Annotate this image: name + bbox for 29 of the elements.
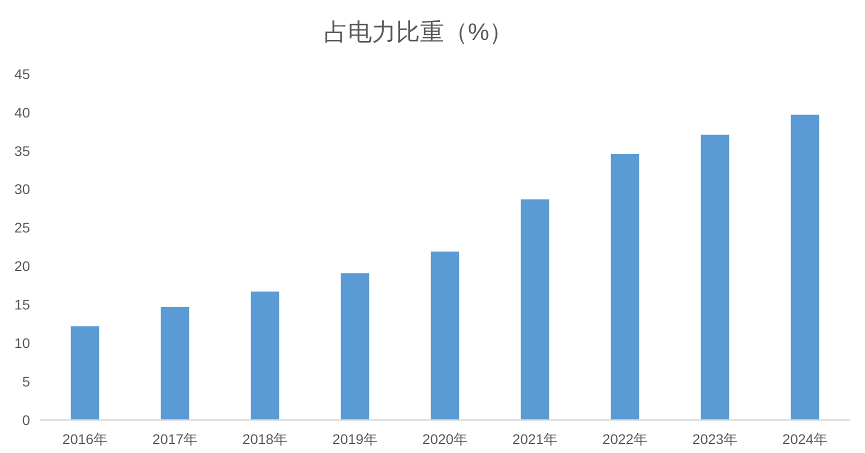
y-tick-label: 15 — [14, 296, 30, 313]
x-tick-label: 2020年 — [422, 431, 468, 447]
bar — [610, 154, 640, 420]
bar — [520, 199, 550, 420]
bar — [340, 273, 370, 420]
bar — [700, 134, 730, 420]
bar — [790, 114, 820, 420]
y-tick-label: 10 — [14, 335, 30, 352]
y-tick-label: 35 — [14, 142, 30, 159]
bar — [250, 292, 280, 420]
y-tick-label: 20 — [14, 258, 30, 274]
chart-title: 占电力比重（%） — [324, 19, 514, 46]
bar — [430, 252, 460, 420]
y-tick-label: 40 — [14, 104, 30, 120]
bar — [160, 306, 190, 420]
y-tick-label: 25 — [14, 220, 30, 236]
x-tick-label: 2024年 — [782, 431, 828, 447]
x-tick-label: 2023年 — [692, 431, 738, 447]
y-tick-label: 45 — [14, 66, 30, 82]
bar — [70, 326, 100, 420]
y-tick-label: 30 — [14, 181, 30, 198]
x-tick-label: 2022年 — [602, 431, 648, 447]
y-tick-label: 5 — [22, 373, 30, 390]
x-tick-label: 2018年 — [242, 431, 288, 447]
y-tick-label: 0 — [22, 412, 30, 428]
x-tick-label: 2021年 — [512, 431, 558, 447]
x-tick-label: 2017年 — [152, 431, 198, 447]
x-tick-label: 2016年 — [62, 431, 108, 447]
x-tick-label: 2019年 — [332, 431, 378, 447]
